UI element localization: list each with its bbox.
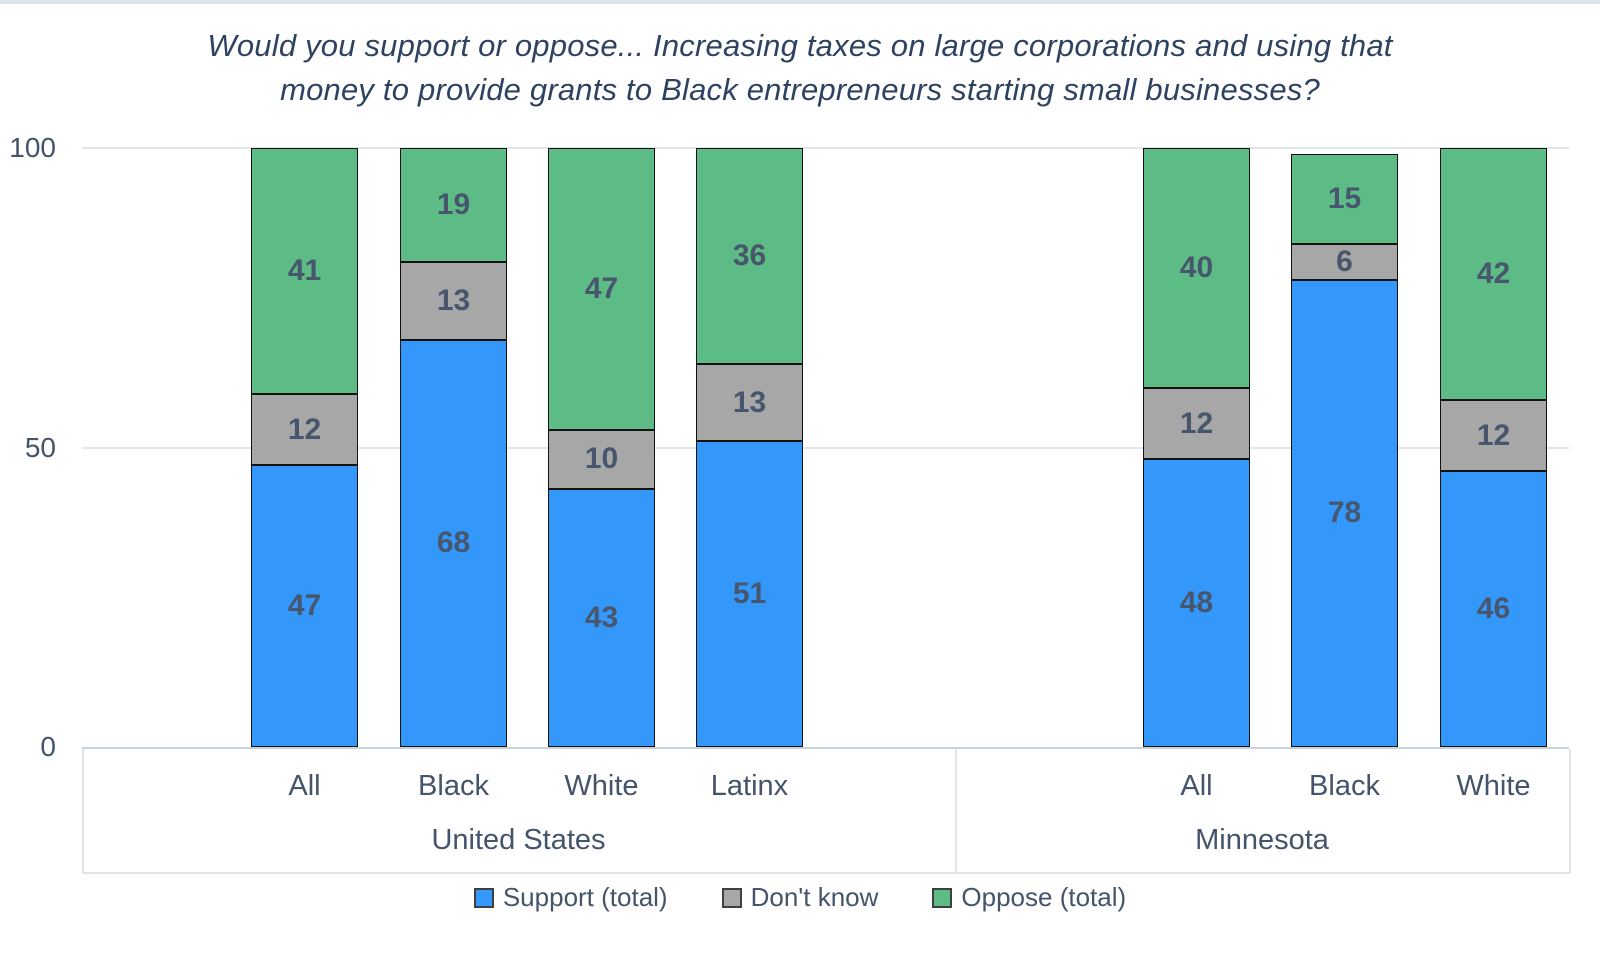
bar-segment-don-t-know: 13 <box>400 261 507 340</box>
group-divider <box>955 749 957 872</box>
legend-marker-support-total <box>473 887 494 908</box>
legend-marker-oppose-total <box>932 887 953 908</box>
bar-white-6: 42 12 46 <box>1440 148 1547 747</box>
bar-segment-value-label: 12 <box>1476 418 1511 452</box>
bar-segment-oppose-total: 36 <box>696 148 803 364</box>
bar-segment-don-t-know: 10 <box>548 429 655 490</box>
bar-all-0: 41 12 47 <box>251 148 358 747</box>
bar-white-2: 47 10 43 <box>548 148 655 747</box>
bar-segment-oppose-total: 19 <box>400 148 507 262</box>
axis-box-left-border <box>82 749 84 872</box>
legend-label-don-t-know: Don't know <box>750 882 879 912</box>
legend-item-don-t-know: Don't know <box>721 882 879 913</box>
legend: Support (total) Don't know Oppose (total) <box>0 882 1600 913</box>
bar-segment-oppose-total: 47 <box>548 148 655 430</box>
x-axis-line <box>82 747 1569 749</box>
bar-segment-value-label: 47 <box>584 271 619 305</box>
y-axis-tick-label: 50 <box>24 431 56 463</box>
bar-segment-support-total: 68 <box>400 339 507 747</box>
bar-segment-value-label: 78 <box>1327 496 1362 530</box>
y-axis-tick-label: 100 <box>9 132 56 163</box>
group-label-united-states: United States <box>431 824 606 856</box>
bar-segment-oppose-total: 42 <box>1440 148 1547 400</box>
bar-segment-oppose-total: 15 <box>1291 153 1398 244</box>
bar-segment-value-label: 68 <box>436 526 471 560</box>
category-label-white: White <box>564 770 639 802</box>
bar-segment-value-label: 51 <box>732 577 767 611</box>
bar-segment-don-t-know: 12 <box>1143 387 1250 460</box>
axis-box-right-border <box>1569 749 1571 872</box>
category-label-all: All <box>288 770 321 802</box>
chart-title-line-2: money to provide grants to Black entrepr… <box>280 72 1320 107</box>
bar-segment-support-total: 51 <box>696 441 803 747</box>
chart-title: Would you support or oppose... Increasin… <box>150 24 1450 112</box>
bar-segment-value-label: 41 <box>287 253 322 287</box>
bar-segment-oppose-total: 41 <box>251 148 358 394</box>
bar-latinx-3: 36 13 51 <box>696 148 803 747</box>
bar-black-1: 19 13 68 <box>400 148 507 747</box>
gridline-100 <box>82 147 1569 149</box>
bar-segment-value-label: 13 <box>436 283 471 317</box>
category-label-black: Black <box>418 770 489 802</box>
bar-segment-value-label: 12 <box>1179 406 1214 440</box>
bar-segment-don-t-know: 13 <box>696 363 803 442</box>
bar-segment-value-label: 12 <box>287 412 322 446</box>
bar-segment-value-label: 13 <box>732 385 767 419</box>
bar-segment-support-total: 43 <box>548 489 655 747</box>
bar-segment-support-total: 47 <box>251 465 358 747</box>
bar-segment-value-label: 15 <box>1327 181 1362 215</box>
bar-segment-value-label: 48 <box>1179 586 1214 620</box>
top-accent-strip <box>0 0 1600 4</box>
bar-segment-value-label: 43 <box>584 601 619 635</box>
bar-segment-support-total: 48 <box>1143 459 1250 747</box>
bar-segment-value-label: 10 <box>584 442 619 476</box>
legend-item-support-total: Support (total) <box>473 882 668 913</box>
legend-item-oppose-total: Oppose (total) <box>932 882 1126 913</box>
group-label-minnesota: Minnesota <box>1195 824 1329 856</box>
legend-label-oppose-total: Oppose (total) <box>961 882 1127 912</box>
bar-segment-value-label: 6 <box>1336 244 1353 278</box>
category-label-latinx: Latinx <box>710 770 789 802</box>
bar-segment-value-label: 42 <box>1476 256 1511 290</box>
axis-box-bottom-border <box>82 872 1571 874</box>
category-label-all: All <box>1180 770 1213 802</box>
bar-segment-value-label: 40 <box>1179 250 1214 284</box>
bar-segment-value-label: 47 <box>287 589 322 623</box>
category-label-white: White <box>1456 770 1531 802</box>
gridline-50 <box>82 446 1569 449</box>
legend-label-support-total: Support (total) <box>502 882 668 912</box>
bar-segment-value-label: 46 <box>1476 592 1511 626</box>
bar-all-4: 40 12 48 <box>1143 148 1250 747</box>
bar-segment-don-t-know: 6 <box>1291 243 1398 280</box>
legend-marker-don-t-know <box>721 887 742 908</box>
y-axis-tick-label: 0 <box>40 731 56 762</box>
bar-segment-value-label: 19 <box>436 187 471 221</box>
bar-segment-don-t-know: 12 <box>251 393 358 466</box>
bar-black-5: 15 6 78 <box>1291 153 1398 747</box>
bar-segment-value-label: 36 <box>732 238 767 272</box>
bar-segment-don-t-know: 12 <box>1440 399 1547 472</box>
category-label-black: Black <box>1309 770 1380 802</box>
bar-segment-oppose-total: 40 <box>1143 148 1250 388</box>
bar-segment-support-total: 46 <box>1440 471 1547 747</box>
bar-segment-support-total: 78 <box>1291 279 1398 747</box>
chart-title-line-1: Would you support or oppose... Increasin… <box>207 28 1393 63</box>
